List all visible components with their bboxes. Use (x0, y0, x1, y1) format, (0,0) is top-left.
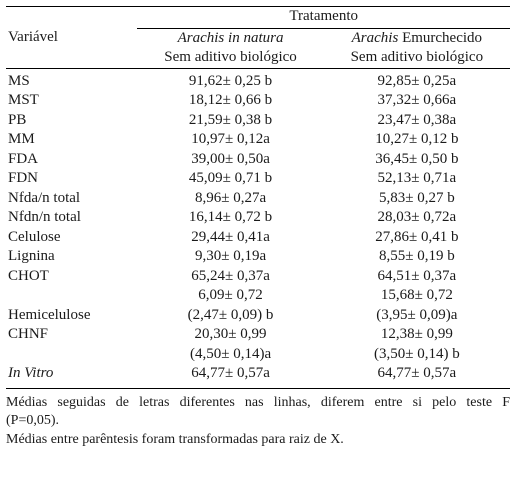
header-row-treatment: Tratamento (6, 6, 510, 29)
row-value-a: (4,50± 0,14)a (189, 345, 272, 362)
data-table-document: Tratamento Variável Arachis in natura Ar… (6, 6, 510, 449)
row-value-a: 6,09± 0,72 (198, 287, 263, 303)
treatment-table: Tratamento Variável Arachis in natura Ar… (6, 6, 510, 389)
row-value-a: 29,44± 0,41a (191, 228, 270, 245)
row-value-a: 9,30± 0,19a (194, 248, 267, 264)
row-variable: MST (8, 92, 39, 108)
row-variable (6, 345, 137, 365)
row-value-b: 12,38± 0,99 (380, 326, 453, 342)
header-spacer (6, 7, 137, 29)
table-row: PB 21,59± 0,38 b 23,47± 0,38a (6, 111, 510, 131)
row-value-b: 8,55± 0,19 b (378, 248, 455, 264)
row-variable: PB (8, 111, 27, 128)
row-value-b: 52,13± 0,71a (377, 170, 457, 186)
row-value-b: 64,51± 0,37a (377, 267, 457, 284)
row-variable: FDN (8, 170, 39, 186)
column-a-title: Arachis in natura (137, 28, 323, 48)
row-value-a: (2,47± 0,09) b (187, 306, 274, 323)
table-row: CHNF 20,30± 0,99 12,38± 0,99 (6, 325, 510, 345)
column-a-subtitle: Sem aditivo biológico (164, 49, 297, 65)
table-row: MS 91,62± 0,25 b 92,85± 0,25a (6, 68, 510, 91)
row-value-a: 8,96± 0,27a (194, 189, 267, 206)
column-b-title: Arachis Emurchecido (324, 28, 510, 48)
row-variable: Nfdn/n total (8, 209, 81, 225)
row-value-b: 37,32± 0,66a (377, 92, 457, 108)
row-value-a: 45,09± 0,71 b (188, 170, 273, 186)
table-notes: Médias seguidas de letras diferentes nas… (6, 394, 510, 450)
row-value-b: 92,85± 0,25a (377, 72, 457, 89)
row-variable: FDA (8, 150, 39, 167)
table-row: MM 10,97± 0,12a 10,27± 0,12 b (6, 130, 510, 150)
header-row-subtitles: Sem aditivo biológico Sem aditivo biológ… (6, 48, 510, 68)
row-value-a: 16,14± 0,72 b (188, 209, 273, 225)
table-row: Nfda/n total 8,96± 0,27a 5,83± 0,27 b (6, 189, 510, 209)
row-value-b: 15,68± 0,72 (380, 287, 453, 303)
table-row: MST 18,12± 0,66 b 37,32± 0,66a (6, 91, 510, 111)
row-value-a: 18,12± 0,66 b (188, 92, 273, 108)
table-row: FDN 45,09± 0,71 b 52,13± 0,71a (6, 169, 510, 189)
column-b-subtitle: Sem aditivo biológico (350, 49, 484, 65)
treatment-header: Tratamento (137, 6, 510, 29)
table-row: 6,09± 0,72 15,68± 0,72 (6, 286, 510, 306)
row-variable: MS (8, 72, 30, 89)
row-value-a: 10,97± 0,12a (191, 131, 270, 147)
row-value-a: 65,24± 0,37a (191, 267, 270, 284)
row-variable: Hemicelulose (8, 306, 91, 323)
row-value-b: 64,77± 0,57a (377, 365, 457, 381)
variable-header: Variável (8, 29, 58, 45)
table-row: In Vitro 64,77± 0,57a 64,77± 0,57a (6, 364, 510, 388)
table-body: MS 91,62± 0,25 b 92,85± 0,25a MST 18,12±… (6, 68, 510, 388)
row-value-b: 10,27± 0,12 b (375, 131, 459, 147)
row-variable: Celulose (8, 228, 61, 245)
row-value-b: (3,50± 0,14) b (373, 345, 460, 362)
row-value-a: 39,00± 0,50a (191, 150, 270, 167)
column-a-title-italic: Arachis in natura (177, 29, 284, 46)
row-variable-italic: In Vitro (8, 365, 54, 381)
table-row: Lignina 9,30± 0,19a 8,55± 0,19 b (6, 247, 510, 267)
row-value-b: (3,95± 0,09)a (376, 306, 458, 323)
table-row: (4,50± 0,14)a (3,50± 0,14) b (6, 345, 510, 365)
row-value-a: 64,77± 0,57a (191, 365, 270, 381)
row-variable: CHOT (8, 267, 49, 284)
table-row: CHOT 65,24± 0,37a 64,51± 0,37a (6, 267, 510, 287)
table-row: Hemicelulose (2,47± 0,09) b (3,95± 0,09)… (6, 306, 510, 326)
header-row-titles: Variável Arachis in natura Arachis Emurc… (6, 28, 510, 48)
row-value-b: 36,45± 0,50 b (375, 150, 459, 167)
column-b-title-plain: Emurchecido (398, 29, 483, 46)
row-variable: Lignina (8, 248, 55, 264)
row-variable: CHNF (8, 326, 49, 342)
footnote-transformation: Médias entre parêntesis foram transforma… (6, 431, 344, 447)
row-variable: MM (8, 131, 35, 147)
column-b-title-italic: Arachis (351, 29, 399, 46)
subtitle-spacer (6, 48, 137, 68)
row-value-a: 91,62± 0,25 b (188, 72, 273, 89)
table-row: FDA 39,00± 0,50a 36,45± 0,50 b (6, 150, 510, 170)
row-value-a: 20,30± 0,99 (194, 326, 267, 342)
row-variable: Nfda/n total (8, 189, 81, 206)
table-row: Celulose 29,44± 0,41a 27,86± 0,41 b (6, 228, 510, 248)
row-value-b: 27,86± 0,41 b (375, 228, 459, 245)
row-value-b: 23,47± 0,38a (377, 111, 457, 128)
row-variable (6, 286, 137, 306)
row-value-b: 28,03± 0,72a (377, 209, 457, 225)
row-variable: In Vitro (6, 364, 137, 388)
footnote-significance: Médias seguidas de letras diferentes nas… (6, 394, 510, 429)
row-value-a: 21,59± 0,38 b (188, 111, 273, 128)
row-value-b: 5,83± 0,27 b (378, 189, 455, 206)
table-row: Nfdn/n total 16,14± 0,72 b 28,03± 0,72a (6, 208, 510, 228)
